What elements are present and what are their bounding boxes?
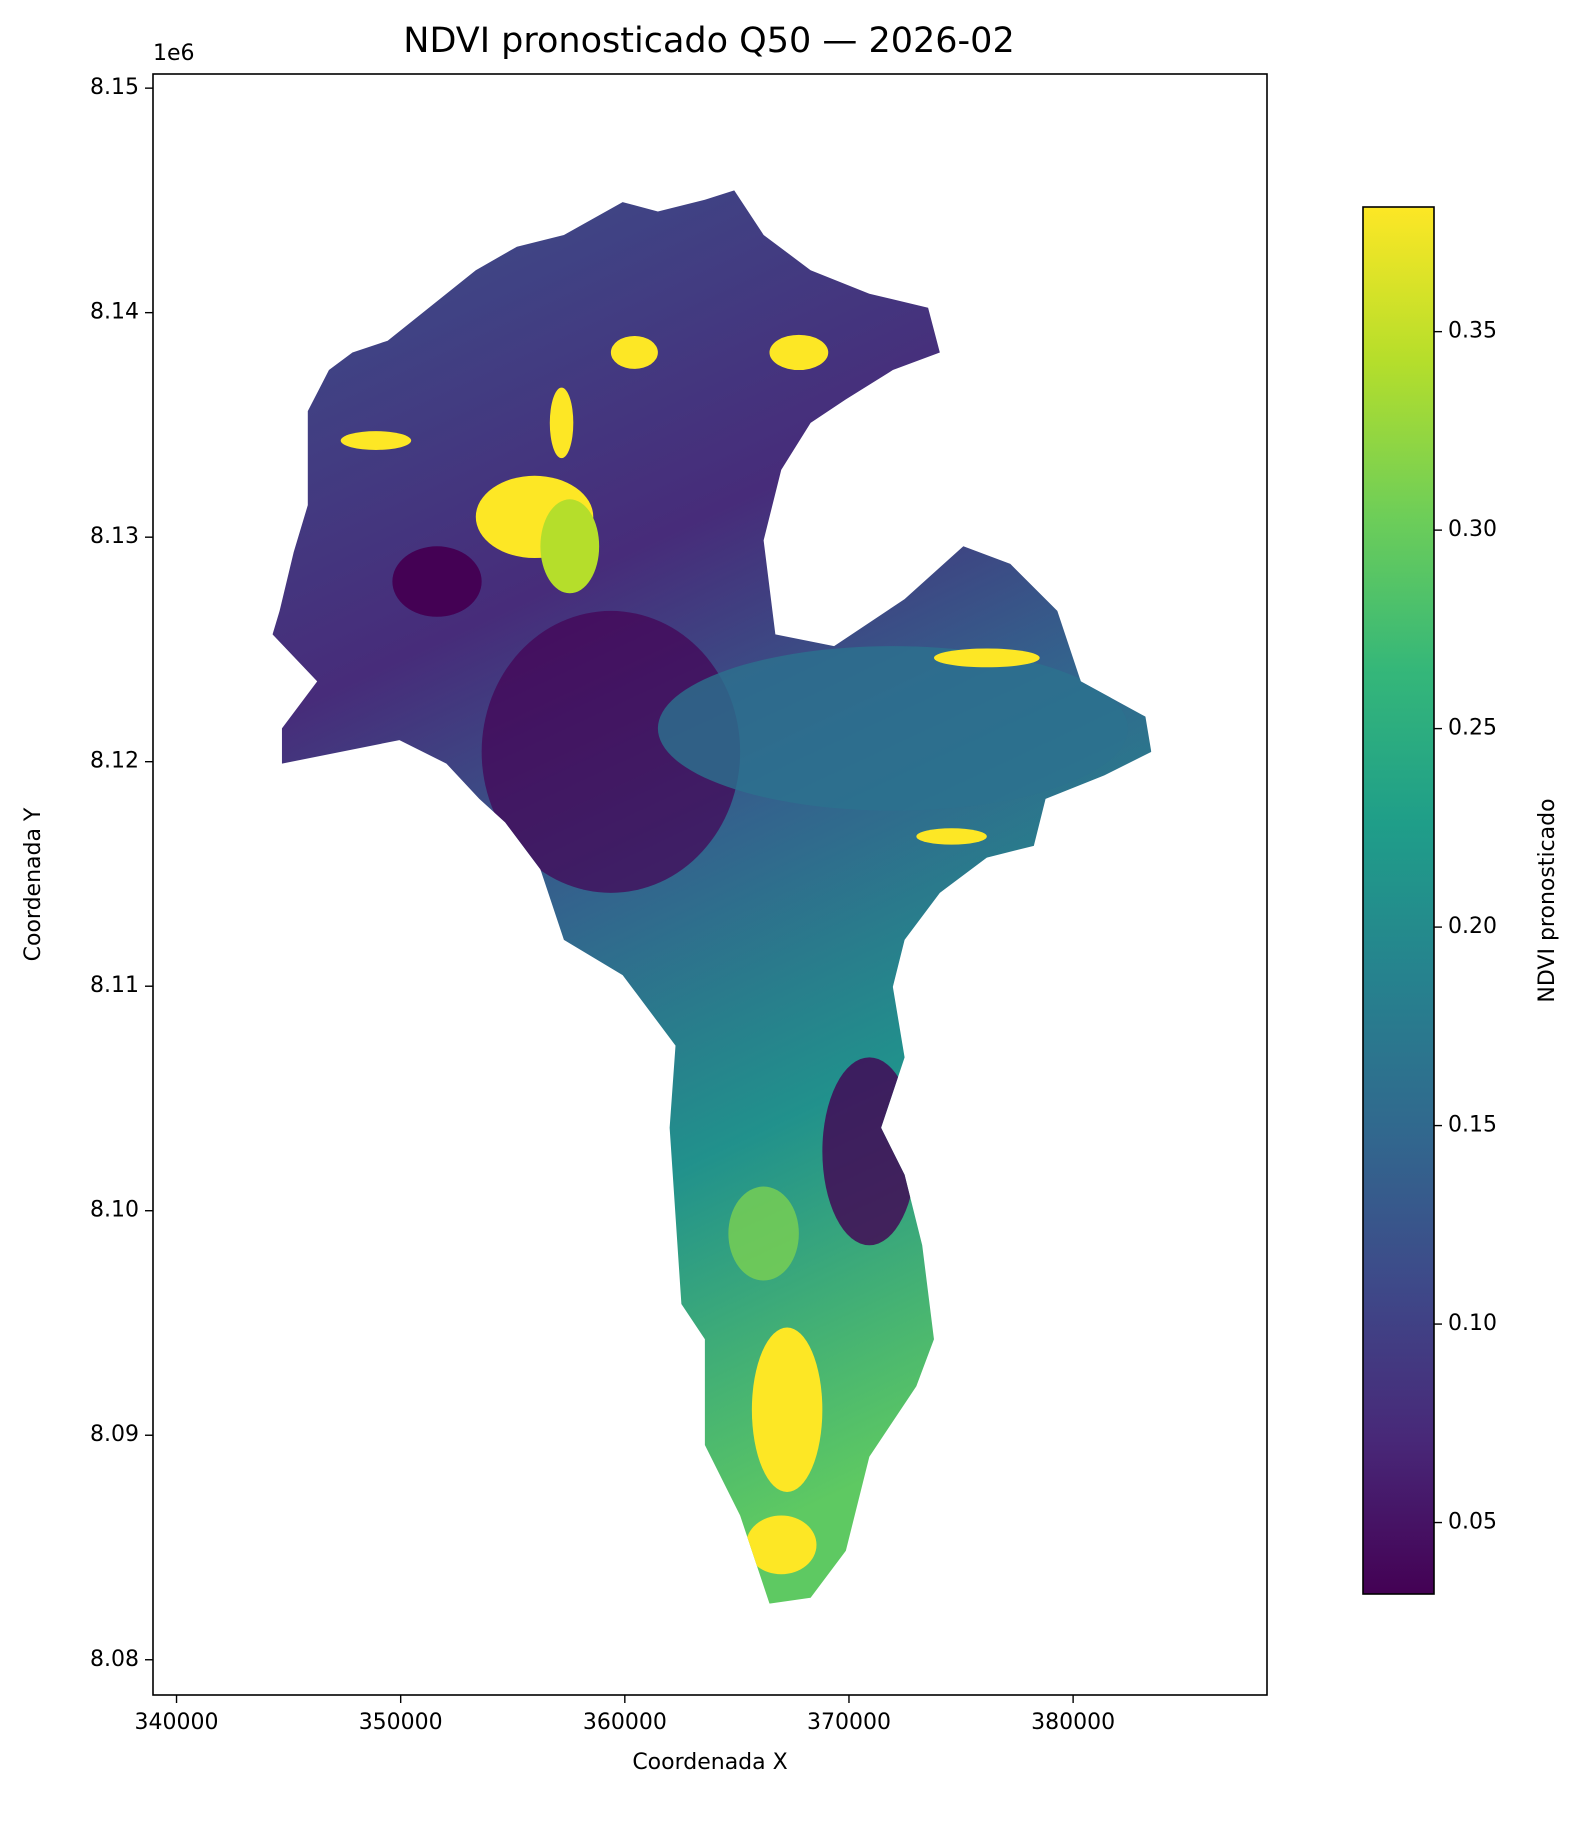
y-tick-label: 8.10 — [90, 1198, 139, 1223]
x-tick-label: 360000 — [583, 1710, 667, 1735]
colorbar-label: NDVI pronosticado — [1535, 798, 1560, 1002]
y-tick-label: 8.09 — [90, 1422, 139, 1447]
colorbar-tick-label: 0.25 — [1448, 716, 1497, 741]
colorbar-tick-label: 0.10 — [1448, 1311, 1497, 1336]
y-tick-label: 8.14 — [90, 300, 139, 325]
x-tick-label: 350000 — [359, 1710, 443, 1735]
y-tick-label: 8.13 — [90, 524, 139, 549]
colorbar-tick-label: 0.05 — [1448, 1510, 1497, 1535]
x-tick-label: 370000 — [807, 1710, 891, 1735]
map — [272, 190, 1152, 1604]
plot-frame — [152, 73, 1268, 1696]
y-axis-label: Coordenada Y — [21, 807, 46, 961]
chart-title: NDVI pronosticado Q50 — 2026-02 — [403, 21, 1014, 61]
colorbar-tick-label: 0.20 — [1448, 914, 1497, 939]
y-tick-label: 8.11 — [90, 973, 139, 998]
colorbar-tick-label: 0.15 — [1448, 1113, 1497, 1138]
y-tick-label: 8.12 — [90, 749, 139, 774]
x-axis-label: Coordenada X — [632, 1750, 787, 1775]
colorbar-frame — [1362, 206, 1435, 1595]
x-tick-label: 340000 — [135, 1710, 219, 1735]
y-tick-label: 8.08 — [90, 1647, 139, 1672]
colorbar-tick-label: 0.30 — [1448, 517, 1497, 542]
colorbar-tick-label: 0.35 — [1448, 319, 1497, 344]
y-offset-text: 1e6 — [153, 41, 195, 66]
y-tick-label: 8.15 — [90, 75, 139, 100]
colorbar — [1363, 207, 1434, 1594]
x-tick-label: 380000 — [1031, 1710, 1115, 1735]
